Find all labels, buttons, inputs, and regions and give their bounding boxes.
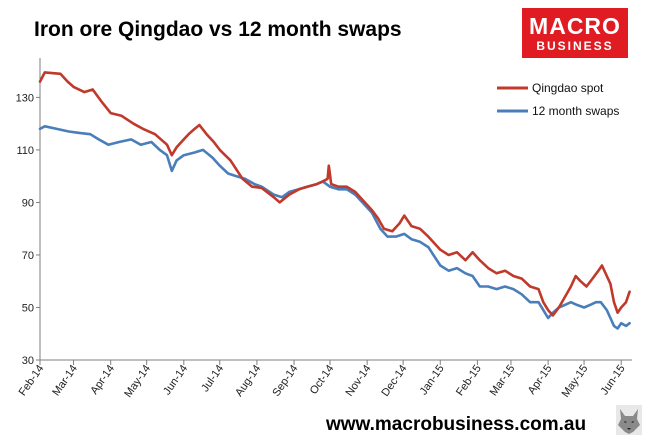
x-tick-label: Jun-14	[161, 363, 190, 397]
chart-legend: Qingdao spot 12 month swaps	[497, 81, 619, 118]
x-tick-label: May-14	[122, 363, 153, 400]
x-tick-label: Jul-14	[199, 363, 226, 394]
y-tick-label: 50	[22, 302, 34, 314]
legend-label: 12 month swaps	[532, 104, 619, 118]
x-tick-label: Nov-14	[343, 363, 373, 399]
x-tick-label: Dec-14	[379, 363, 409, 399]
y-tick-label: 70	[22, 250, 34, 262]
x-tick-label: Apr-15	[526, 363, 555, 397]
chart-title: Iron ore Qingdao vs 12 month swaps	[34, 18, 402, 41]
series-layer	[38, 71, 631, 330]
footer-url: www.macrobusiness.com.au	[326, 414, 587, 435]
series-line-12-month-swaps	[38, 125, 631, 330]
series-line-qingdao-spot	[38, 71, 631, 317]
logo-line-macro: MACRO	[529, 13, 621, 39]
x-tick-label: Jan-15	[418, 363, 447, 397]
x-tick-label: Sep-14	[270, 363, 300, 399]
x-tick-label: Mar-15	[488, 363, 518, 398]
legend-label: Qingdao spot	[532, 81, 604, 95]
x-tick-label: Apr-14	[88, 363, 117, 397]
x-tick-label: Feb-15	[454, 363, 484, 398]
logo-line-business: BUSINESS	[536, 39, 614, 53]
x-tick-label: Feb-14	[17, 363, 47, 398]
x-tick-label: Jun-15	[599, 363, 628, 397]
y-tick-label: 130	[16, 92, 34, 104]
y-tick-label: 30	[22, 355, 34, 367]
x-tick-label: May-15	[560, 363, 591, 400]
y-tick-label: 110	[16, 145, 34, 157]
wolf-icon	[616, 405, 642, 435]
y-tick-label: 90	[22, 197, 34, 209]
x-tick-label: Oct-14	[308, 363, 337, 397]
x-tick-label: Aug-14	[233, 363, 263, 399]
macrobusiness-logo: MACRO BUSINESS	[522, 8, 628, 58]
x-tick-label: Mar-14	[50, 363, 80, 398]
